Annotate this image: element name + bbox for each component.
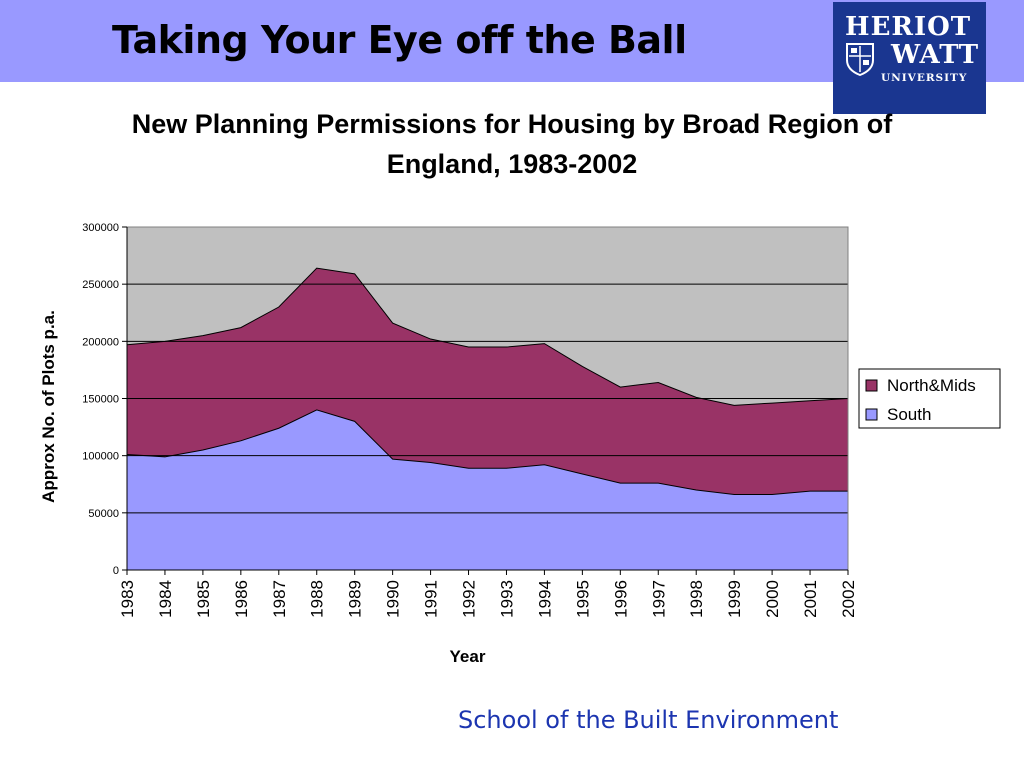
y-tick-label: 100000 (82, 451, 119, 463)
y-tick-label: 50000 (88, 508, 119, 520)
x-tick-label: 1995 (573, 580, 592, 618)
legend-swatch (865, 379, 878, 392)
slide-title: Taking Your Eye off the Ball (112, 18, 687, 62)
university-logo: HERIOT WATT UNIVERSITY (833, 2, 986, 114)
y-tick-label: 150000 (82, 394, 119, 406)
x-tick-label: 1986 (232, 580, 251, 618)
y-tick-label: 300000 (82, 222, 119, 234)
logo-line-2: WATT (891, 40, 980, 70)
x-tick-label: 1983 (118, 580, 137, 618)
x-axis-title: Year (450, 647, 486, 666)
y-tick-label: 200000 (82, 336, 119, 348)
x-tick-label: 1992 (460, 580, 479, 618)
crest-icon (846, 43, 874, 76)
x-tick-label: 1984 (156, 580, 175, 618)
footer-text: School of the Built Environment (458, 706, 839, 734)
logo-line-1: HERIOT (845, 12, 972, 42)
x-tick-label: 1988 (308, 580, 327, 618)
series-area-south (126, 409, 849, 571)
chart-title: New Planning Permissions for Housing by … (131, 109, 893, 179)
x-tick-label: 1985 (194, 580, 213, 618)
x-tick-label: 2001 (801, 580, 820, 618)
logo-line-3: UNIVERSITY (881, 72, 968, 84)
x-tick-label: 1998 (687, 580, 706, 618)
x-tick-label: 1987 (270, 580, 289, 618)
x-tick-label: 1993 (497, 580, 516, 618)
y-axis-title: Approx No. of Plots p.a. (39, 310, 58, 503)
x-tick-label: 1991 (422, 580, 441, 618)
x-tick-label: 1996 (611, 580, 630, 618)
y-tick-label: 0 (113, 565, 119, 577)
legend-label: North&Mids (887, 376, 976, 395)
y-tick-label: 250000 (82, 279, 119, 291)
x-tick-label: 2002 (839, 580, 858, 618)
x-tick-label: 1990 (384, 580, 403, 618)
legend-label: South (887, 405, 931, 424)
x-tick-label: 2000 (763, 580, 782, 618)
x-tick-label: 1989 (346, 580, 365, 618)
x-tick-label: 1999 (725, 580, 744, 618)
x-tick-label: 1994 (535, 580, 554, 618)
x-tick-label: 1997 (649, 580, 668, 618)
legend-box (858, 368, 1001, 429)
legend-swatch (865, 408, 878, 421)
